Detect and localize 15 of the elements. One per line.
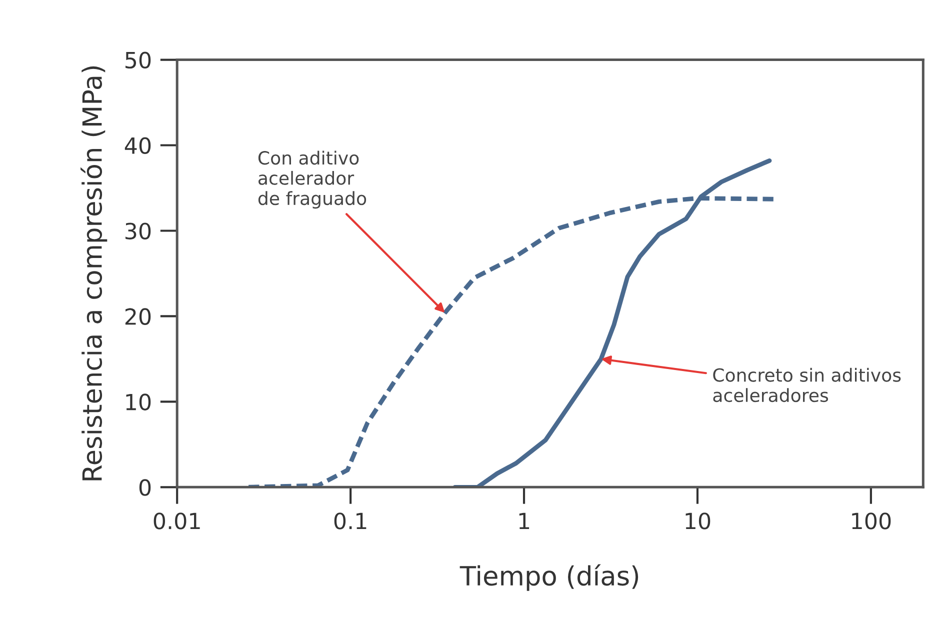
y-tick-label: 40: [124, 137, 151, 154]
annotation: Concreto sin aditivos aceleradores: [713, 368, 901, 402]
x-axis-title: Tiempo (días): [460, 564, 638, 591]
y-tick-label: 30: [126, 222, 151, 240]
x-tick-label: 10: [686, 512, 710, 530]
y-tick-label: 20: [125, 308, 151, 325]
x-tick-label: 100: [852, 512, 891, 530]
x-tick-label: 0.1: [334, 512, 366, 530]
annotation: Con aditivo acelerador de fraguado: [258, 150, 366, 209]
x-tick-label: 1: [519, 512, 530, 530]
x-tick-label: 0.01: [154, 512, 200, 530]
y-tick-label: 50: [126, 52, 151, 69]
y-tick-label: 0: [139, 479, 151, 496]
y-tick-label: 10: [126, 394, 151, 410]
y-axis-title: Resistencia a compresión (MPa): [80, 66, 108, 480]
